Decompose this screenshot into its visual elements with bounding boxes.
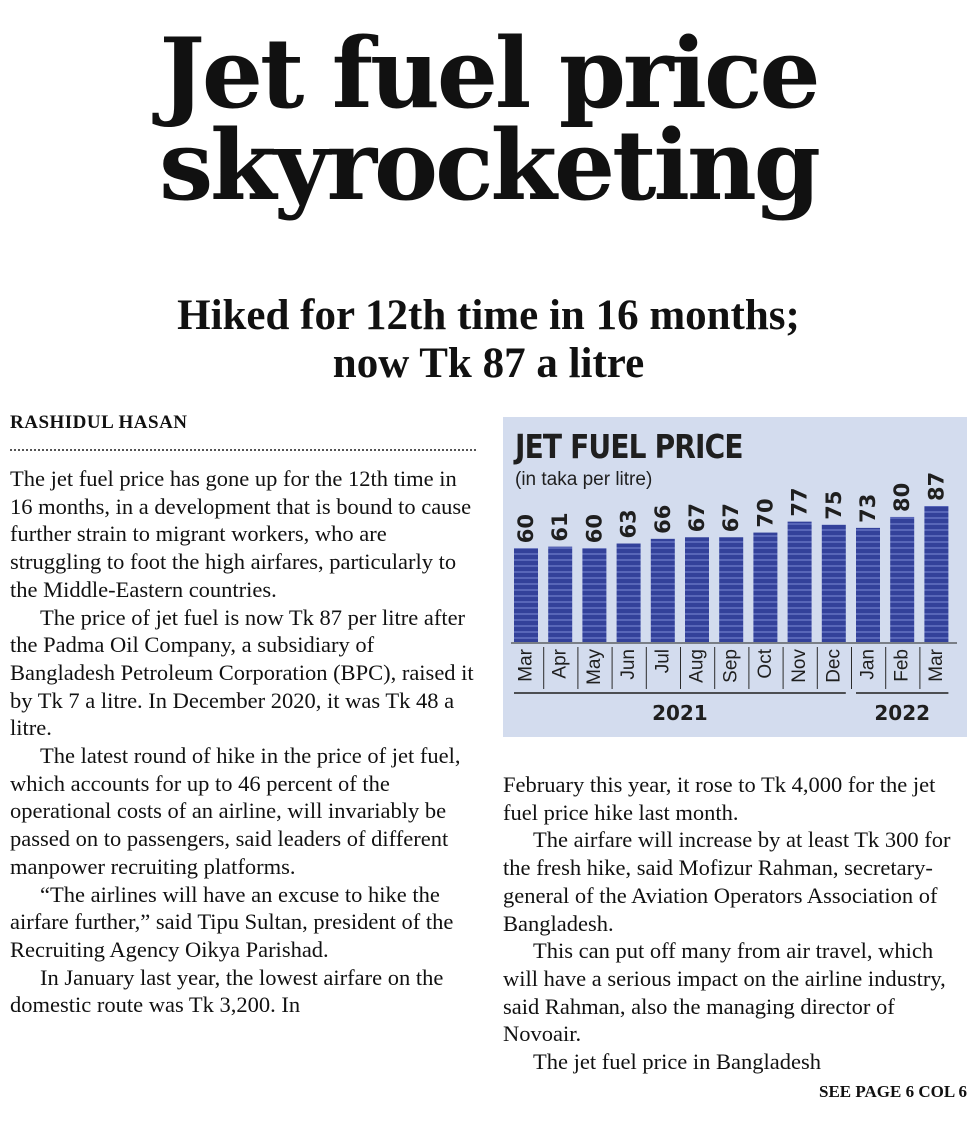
subheadline-line-2: now Tk 87 a litre [332,340,645,387]
paragraph: February this year, it rose to Tk 4,000 … [503,772,936,825]
category-tick-label: Feb [892,649,913,682]
paragraph: The airfare will increase by at least Tk… [503,827,951,936]
headline-line-1: Jet fuel price [159,17,820,130]
subheadline-line-1: Hiked for 12th time in 16 months; [177,292,800,339]
byline: RASHIDUL HASAN [10,412,188,433]
bar-value-label: 67 [719,503,743,532]
bar [787,521,812,642]
paragraph: This can put off many from air travel, w… [503,938,946,1047]
bar [924,506,949,642]
paragraph: The jet fuel price in Bangladesh [533,1049,822,1075]
chart-title: JET FUEL PRICE [515,427,744,466]
bar [582,548,607,642]
bar-value-label: 77 [788,487,812,516]
category-tick-label: Jul [652,649,673,673]
category-tick-label: Apr [550,648,571,678]
article-column-2: February this year, it rose to Tk 4,000 … [503,771,973,1076]
bar-value-label: 87 [924,472,948,501]
bar [753,532,778,642]
bar [685,537,709,642]
bar-value-label: 70 [753,498,777,527]
category-tick-label: Oct [755,648,776,678]
headline-line-2: skyrocketing [159,109,821,222]
category-tick-label: Aug [687,649,708,683]
bar [719,537,744,642]
category-tick-label: Jan [858,649,879,680]
bar-value-label: 80 [890,483,914,512]
jet-fuel-price-chart: JET FUEL PRICE (in taka per litre) 60 Mar… [503,417,967,737]
paragraph: The latest round of hike in the price of… [10,743,461,879]
chart-subtitle: (in taka per litre) [515,469,653,490]
bar-value-label: 67 [685,503,709,532]
bar [890,516,915,642]
bar [856,527,880,642]
headline: Jet fuel price skyrocketing [0,26,977,214]
year-group-label: 2021 [652,701,708,725]
bar-value-label: 61 [548,512,572,541]
bar [616,543,641,642]
continued-on-page[interactable]: SEE PAGE 6 COL 6 [819,1082,967,1101]
bar-value-label: 75 [822,491,846,520]
category-tick-label: Mar [926,648,947,681]
chart-plot: 60 Mar 61 Apr 60 May 63 Jun 66 Jul 67 Aug 67 Sep 70 Oct… [511,472,957,725]
paragraph: The price of jet fuel is now Tk 87 per l… [10,604,474,741]
bar-value-label: 60 [514,514,538,543]
category-tick-label: Nov [789,649,810,683]
paragraph: “The airlines will have an excuse to hik… [10,881,454,962]
byline-divider [10,449,476,451]
bar-value-label: 73 [856,494,880,523]
subheadline: Hiked for 12th time in 16 months; now Tk… [0,292,977,388]
bar [650,538,675,642]
category-tick-label: May [584,649,605,685]
category-tick-label: Jun [618,649,639,680]
bar [548,546,573,642]
bar-value-label: 63 [617,509,641,538]
category-tick-label: Dec [823,649,844,683]
category-tick-label: Mar [516,648,537,681]
bar [514,548,538,642]
paragraph: In January last year, the lowest airfare… [10,964,444,1018]
bar [821,524,846,642]
year-group-label: 2022 [874,701,930,725]
article-column-1: The jet fuel price has gone up for the 1… [10,465,480,1019]
bar-value-label: 60 [582,514,606,543]
bar-value-label: 66 [651,505,675,534]
category-tick-label: Sep [721,649,742,683]
paragraph: The jet fuel price has gone up for the 1… [10,466,472,602]
